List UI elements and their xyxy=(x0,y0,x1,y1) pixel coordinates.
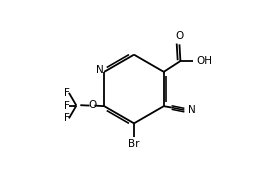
Text: OH: OH xyxy=(196,56,212,66)
Text: O: O xyxy=(88,100,96,110)
Text: N: N xyxy=(96,65,104,75)
Text: F: F xyxy=(64,113,69,123)
Text: N: N xyxy=(188,105,196,115)
Text: O: O xyxy=(175,31,184,41)
Text: F: F xyxy=(64,101,69,111)
Text: F: F xyxy=(64,88,69,98)
Text: Br: Br xyxy=(128,139,140,149)
